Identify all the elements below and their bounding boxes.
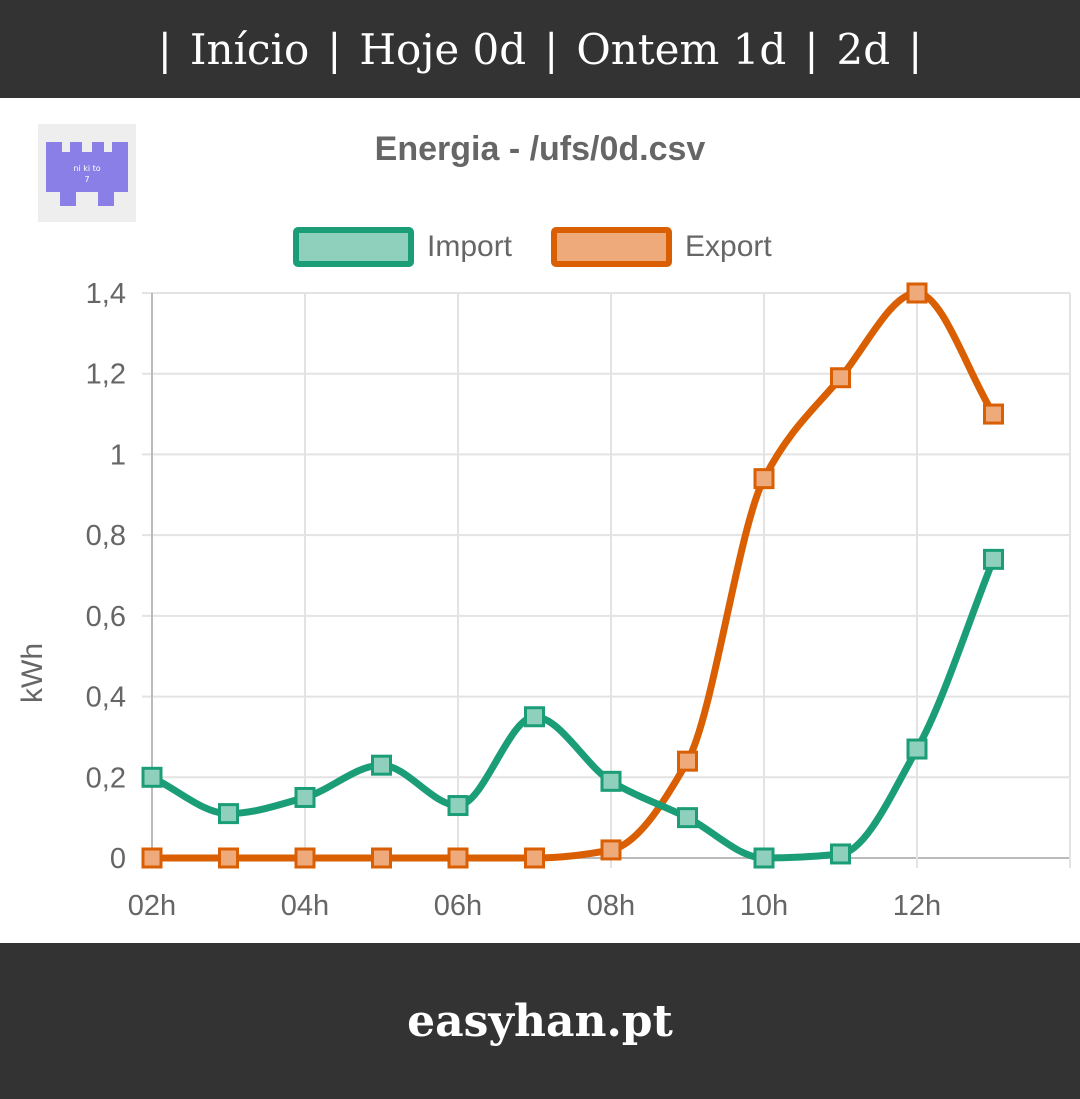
data-point-export[interactable] bbox=[677, 750, 698, 772]
data-point-import[interactable] bbox=[677, 807, 698, 829]
footer-site-name: easyhan.pt bbox=[407, 995, 673, 1047]
x-axis-ticks: 02h 04h 06h 08h 10h 12h bbox=[128, 890, 941, 922]
data-point-import[interactable] bbox=[294, 786, 316, 808]
x-tick-label: 10h bbox=[740, 890, 788, 922]
nav-link-hoje[interactable]: Hoje 0d bbox=[359, 24, 527, 74]
data-point-export[interactable] bbox=[218, 847, 239, 869]
data-point-export[interactable] bbox=[906, 282, 928, 304]
nav-separator: | bbox=[544, 24, 559, 74]
series-line-import bbox=[150, 558, 997, 862]
x-tick-label: 06h bbox=[434, 890, 482, 922]
data-point-import[interactable] bbox=[753, 847, 775, 869]
nav-separator: | bbox=[327, 24, 342, 74]
x-tick-label: 12h bbox=[893, 890, 941, 922]
nav-separator: | bbox=[908, 24, 923, 74]
nav-link-ontem[interactable]: Ontem 1d bbox=[576, 24, 787, 74]
y-tick-label: 1,4 bbox=[86, 278, 126, 310]
y-axis-title: kWh bbox=[16, 643, 49, 703]
y-tick-label: 1 bbox=[110, 439, 126, 471]
series-line-export bbox=[151, 289, 997, 862]
chart-legend: Import Export bbox=[293, 227, 772, 267]
logo-text-line1: ni ki to bbox=[73, 164, 100, 173]
data-point-import[interactable] bbox=[218, 803, 239, 825]
nav-link-inicio[interactable]: Início bbox=[189, 24, 310, 74]
castle-logo-icon: ni ki to 7 bbox=[46, 142, 128, 206]
data-point-import[interactable] bbox=[830, 843, 851, 865]
series-export bbox=[141, 282, 1004, 869]
data-point-import[interactable] bbox=[371, 754, 392, 776]
chart-title: Energia - /ufs/0d.csv bbox=[375, 130, 706, 168]
y-tick-label: 0,2 bbox=[86, 762, 126, 794]
x-tick-label: 08h bbox=[587, 890, 635, 922]
legend-item-import[interactable]: Import bbox=[293, 227, 513, 267]
y-tick-label: 0 bbox=[110, 843, 126, 875]
data-point-export[interactable] bbox=[753, 468, 775, 490]
series-import bbox=[141, 548, 1004, 869]
data-point-import[interactable] bbox=[600, 770, 622, 792]
data-point-export[interactable] bbox=[141, 847, 163, 869]
nav-separator: | bbox=[157, 24, 172, 74]
data-point-import[interactable] bbox=[524, 706, 545, 728]
legend-label-import: Import bbox=[427, 230, 513, 263]
y-tick-label: 0,8 bbox=[86, 520, 126, 552]
y-tick-label: 0,6 bbox=[86, 601, 126, 633]
data-point-export[interactable] bbox=[830, 367, 851, 389]
legend-label-export: Export bbox=[685, 230, 772, 263]
data-point-import[interactable] bbox=[906, 738, 928, 760]
nav-link-2d[interactable]: 2d bbox=[836, 24, 891, 74]
footer: easyhan.pt bbox=[0, 943, 1080, 1099]
nav-separator: | bbox=[804, 24, 819, 74]
x-tick-label: 02h bbox=[128, 890, 176, 922]
data-point-export[interactable] bbox=[600, 839, 622, 861]
x-tick-label: 04h bbox=[281, 890, 329, 922]
legend-item-export[interactable]: Export bbox=[551, 227, 772, 267]
data-point-import[interactable] bbox=[447, 795, 469, 817]
data-point-import[interactable] bbox=[983, 548, 1004, 570]
y-tick-label: 1,2 bbox=[86, 359, 126, 391]
site-logo[interactable]: ni ki to 7 bbox=[38, 124, 136, 222]
data-point-export[interactable] bbox=[983, 403, 1004, 425]
chart-series bbox=[141, 282, 1004, 869]
data-point-export[interactable] bbox=[294, 847, 316, 869]
legend-swatch-export bbox=[551, 227, 672, 267]
top-nav: | Início | Hoje 0d | Ontem 1d | 2d | bbox=[0, 0, 1080, 98]
energy-chart: Energia - /ufs/0d.csv Import Export 0 0,2… bbox=[16, 130, 1071, 922]
data-point-export[interactable] bbox=[371, 847, 392, 869]
y-tick-label: 0,4 bbox=[86, 682, 126, 714]
y-axis-ticks: 0 0,2 0,4 0,6 0,8 1 1,2 1,4 bbox=[86, 278, 126, 875]
data-point-export[interactable] bbox=[447, 847, 469, 869]
logo-text-line2: 7 bbox=[84, 175, 89, 184]
data-point-import[interactable] bbox=[141, 766, 163, 788]
data-point-export[interactable] bbox=[524, 847, 545, 869]
legend-swatch-import bbox=[293, 227, 414, 267]
